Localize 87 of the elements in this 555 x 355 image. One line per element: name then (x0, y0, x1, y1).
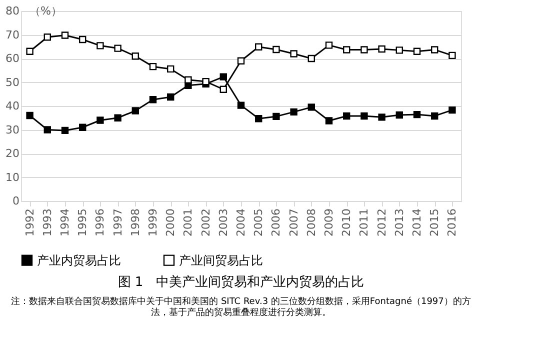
text: 注：数据来自联合国贸易数据库中关于中国和美国的 SITC Rev.3 的三位数分组数据，采用Fontagné（1997）的方法，基于产品的贸易重叠程度进行分类测算。 (11, 296, 471, 318)
point (237, 57, 245, 64)
x-tick-label: 2007 (287, 208, 300, 236)
y-tick-label: 30 (6, 123, 20, 136)
point (360, 112, 368, 120)
point (396, 46, 403, 54)
x-tick-label: 2006 (270, 208, 283, 236)
text: 图 1 中美产业间贸易和产业内贸易的占比 (118, 274, 364, 290)
point (325, 42, 333, 49)
x-tick-label: 1997 (111, 208, 124, 236)
y-tick-label: 50 (6, 76, 20, 89)
x-tick-label: 2013 (392, 208, 406, 236)
point (378, 114, 386, 121)
y-axis-title: （%） (30, 4, 62, 18)
point (114, 44, 122, 52)
x-tick-label: 2008 (304, 208, 318, 236)
x-tick-label: 1998 (128, 208, 142, 236)
point (255, 114, 262, 122)
legend-label: 产业间贸易占比 (179, 253, 263, 268)
x-tick-label: 1999 (146, 208, 160, 236)
y-tick-label: 0 (12, 194, 20, 208)
x-tick-label: 2005 (252, 208, 266, 236)
point (290, 108, 298, 116)
point (44, 34, 51, 41)
point (114, 114, 122, 122)
point (308, 54, 315, 62)
point (167, 65, 174, 73)
point (79, 124, 86, 131)
point (448, 52, 456, 60)
x-tick-label: 2000 (164, 208, 178, 236)
x-tick-label: 2002 (199, 208, 212, 236)
point (378, 45, 386, 53)
y-tick-label: 10 (6, 170, 20, 184)
point (26, 112, 34, 120)
point (413, 48, 421, 55)
point (431, 46, 438, 54)
point (413, 110, 421, 118)
x-tick-label: 2014 (410, 208, 424, 236)
point (220, 73, 227, 80)
x-tick-label: 1996 (94, 208, 107, 236)
point (61, 126, 69, 134)
x-tick-label: 2010 (340, 208, 354, 236)
x-tick-label: 1993 (40, 208, 54, 236)
point (184, 76, 192, 84)
point (448, 106, 456, 114)
point (61, 32, 69, 39)
point (44, 126, 51, 134)
y-tick-label: 60 (6, 52, 20, 65)
y-tick-label: 40 (6, 100, 20, 112)
x-tick-label: 2016 (446, 208, 459, 236)
point (431, 112, 438, 120)
point (220, 86, 227, 93)
x-tick-label: 2015 (428, 208, 442, 236)
point (96, 42, 104, 50)
point (132, 52, 139, 60)
legend-label: 产业内贸易占比 (37, 253, 121, 268)
point (255, 43, 262, 50)
point (290, 50, 298, 58)
point (396, 111, 403, 119)
point (272, 46, 280, 54)
point (132, 107, 139, 114)
x-tick-label: 2004 (234, 208, 248, 236)
y-tick-label: 80 (6, 4, 20, 18)
point (272, 112, 280, 120)
point (343, 112, 350, 120)
x-tick-label: 1992 (23, 208, 36, 236)
point (360, 46, 368, 54)
x-tick-label: 1994 (58, 208, 72, 236)
y-tick-label: 20 (6, 147, 20, 160)
y-tick-label: 70 (6, 28, 20, 42)
x-tick-label: 2011 (358, 208, 371, 236)
x-tick-label: 2012 (375, 208, 388, 236)
point (202, 78, 210, 86)
point (308, 104, 315, 111)
point (167, 93, 174, 101)
x-tick-label: 1995 (76, 208, 90, 236)
x-tick-label: 2009 (322, 208, 336, 236)
point (96, 116, 104, 124)
point (343, 46, 350, 54)
x-tick-label: 2001 (182, 208, 195, 236)
point (325, 117, 333, 124)
point (149, 62, 157, 70)
point (237, 102, 245, 109)
x-tick-label: 2003 (216, 208, 230, 236)
point (79, 36, 86, 44)
point (149, 96, 157, 104)
point (26, 48, 34, 55)
